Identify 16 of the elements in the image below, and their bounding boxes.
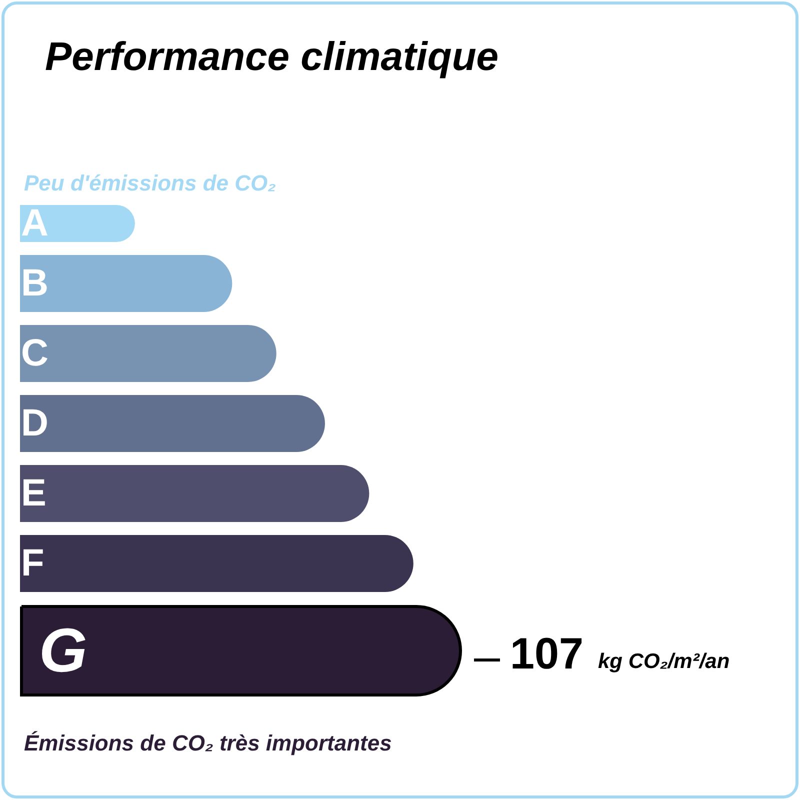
bar	[20, 395, 325, 452]
y-tick-label: A	[21, 202, 48, 244]
annotation: Peu d'émissions de CO₂	[24, 170, 276, 196]
bar	[20, 535, 414, 592]
bar	[20, 325, 276, 382]
y-tick-label: C	[21, 332, 48, 374]
text: Émissions de CO₂ très importantes	[24, 730, 392, 756]
y-tick-label: G	[39, 616, 88, 686]
y-tick-label: D	[21, 402, 48, 444]
y-tick-label: E	[21, 472, 46, 514]
bar	[20, 255, 232, 312]
y-tick-label: F	[21, 542, 44, 584]
text: 107 kg CO₂/m²/an	[510, 630, 730, 678]
bar	[20, 465, 370, 522]
y-tick-label: B	[21, 262, 48, 304]
chart-title: Performance climatique	[45, 35, 498, 79]
